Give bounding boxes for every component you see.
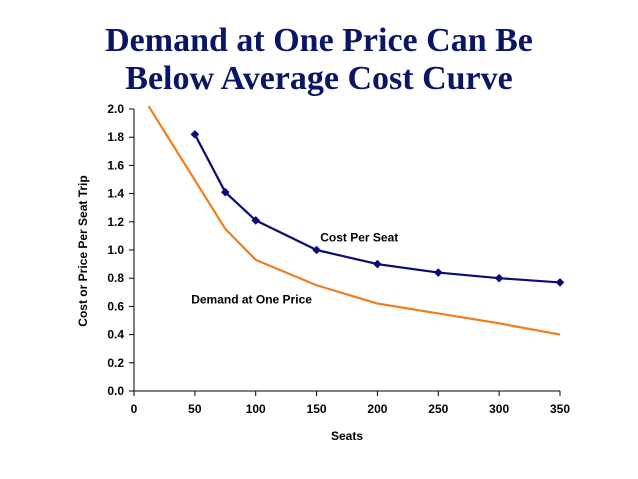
- y-tick-label: 0.2: [107, 356, 124, 370]
- data-point-cost-per-seat: [312, 245, 321, 255]
- x-axis-label: Seats: [331, 429, 363, 443]
- chart-axes: [133, 109, 560, 392]
- data-point-cost-per-seat: [433, 268, 443, 277]
- x-axis-ticks: 0 50 100 150 200 250 300 350: [131, 391, 570, 416]
- x-tick-label: 200: [367, 402, 387, 416]
- data-point-cost-per-seat: [220, 187, 230, 197]
- x-tick-label: 0: [131, 402, 138, 416]
- data-point-cost-per-seat: [373, 259, 382, 269]
- chart-annotations: Cost Per Seat Demand at One Price: [191, 231, 398, 307]
- y-tick-label: 0.8: [107, 271, 124, 285]
- y-tick-label: 1.8: [107, 130, 124, 144]
- data-point-cost-per-seat: [555, 278, 565, 287]
- series-line-cost-per-seat: [193, 133, 561, 284]
- data-point-cost-per-seat: [251, 216, 261, 225]
- y-axis-ticks: 0.0 0.2 0.4 0.6 0.8 1.0 1.2 1.4 1.6 1.8 2.0: [107, 102, 134, 398]
- y-axis-label: Cost or Price Per Seat Trip: [76, 175, 90, 326]
- y-tick-label: 1.2: [107, 215, 124, 229]
- y-tick-label: 2.0: [107, 102, 124, 116]
- y-tick-label: 0.0: [107, 384, 124, 398]
- y-tick-label: 1.6: [107, 158, 124, 172]
- x-tick-label: 50: [188, 402, 202, 416]
- chart-series: [147, 105, 565, 336]
- annotation-label: Demand at One Price: [191, 293, 312, 307]
- x-tick-label: 100: [246, 402, 266, 416]
- chart-title: Demand at One Price Can Be Below Average…: [0, 22, 638, 98]
- y-tick-label: 0.6: [107, 299, 124, 313]
- series-line-demand-at-one-price: [147, 105, 561, 336]
- x-tick-label: 350: [550, 402, 570, 416]
- y-tick-label: 1.4: [107, 187, 124, 201]
- chart-title-line-1: Demand at One Price Can Be: [105, 22, 533, 59]
- y-tick-label: 1.0: [107, 243, 124, 257]
- data-point-cost-per-seat: [190, 130, 200, 139]
- y-tick-label: 0.4: [107, 328, 124, 342]
- x-tick-label: 150: [307, 402, 327, 416]
- x-tick-label: 250: [428, 402, 448, 416]
- annotation-label: Cost Per Seat: [320, 231, 398, 245]
- data-point-cost-per-seat: [494, 273, 504, 283]
- x-tick-label: 300: [489, 402, 509, 416]
- chart-title-line-2: Below Average Cost Curve: [125, 60, 513, 97]
